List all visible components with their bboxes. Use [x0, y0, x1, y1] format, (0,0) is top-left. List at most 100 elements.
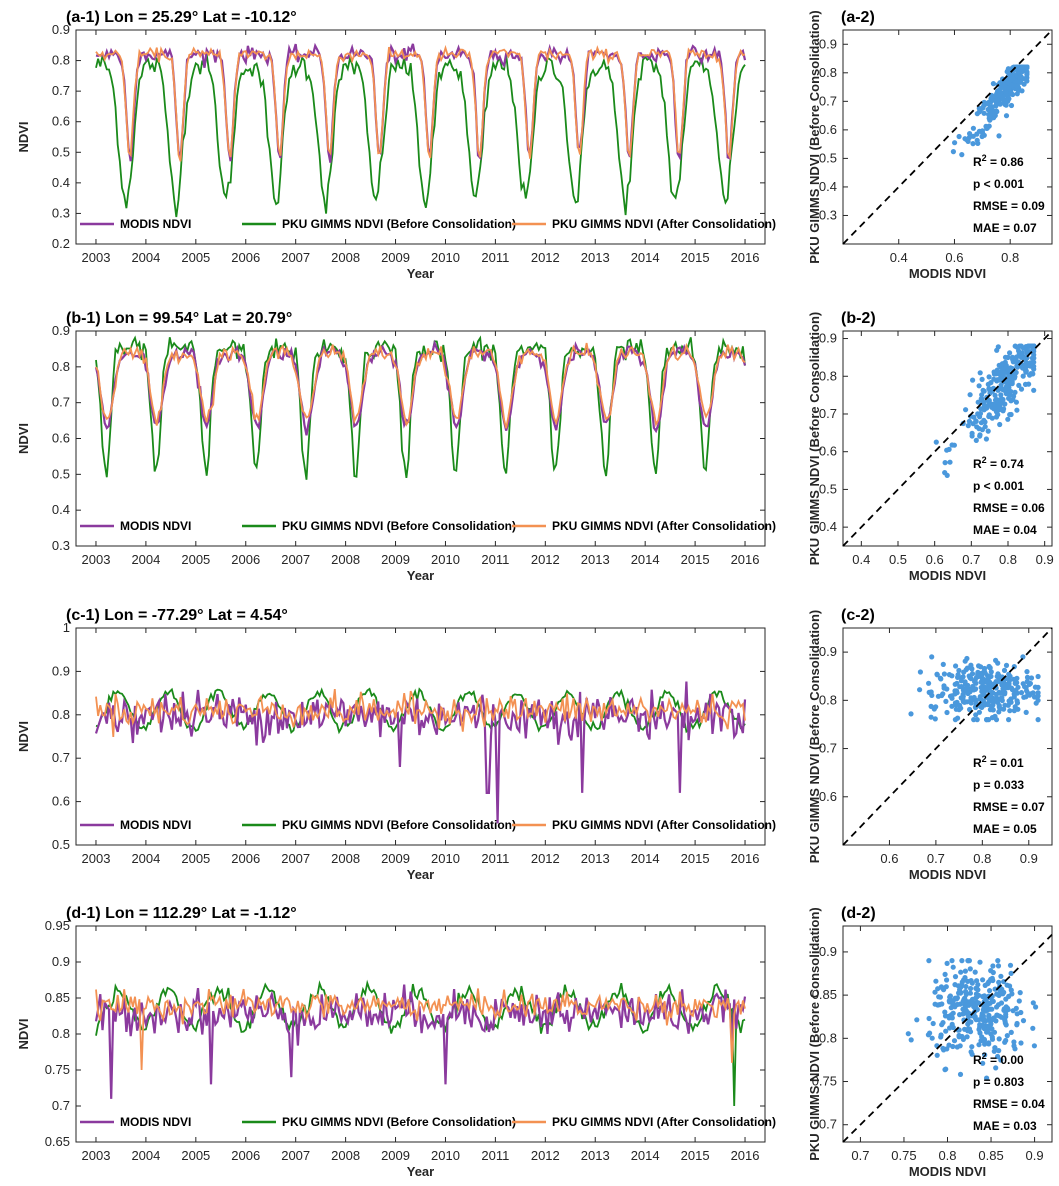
- scatter-point: [947, 693, 954, 699]
- scatter-point: [970, 125, 977, 131]
- scatter-point: [1009, 687, 1016, 693]
- scatter-point: [1011, 1039, 1017, 1045]
- y-tick-label: 0.7: [52, 750, 70, 765]
- scatter-point: [1009, 991, 1015, 997]
- panel-a1: 2003 2004 2005 2006 2007 2008 2009 2010 2011 2012…: [16, 9, 776, 281]
- scatter-point: [1011, 691, 1017, 697]
- one-to-one-line: [842, 29, 1053, 245]
- x-axis-label: MODIS NDVI: [909, 1164, 986, 1179]
- scatter-point: [1006, 717, 1012, 723]
- scatter-point: [963, 983, 969, 990]
- scatter-point: [1016, 79, 1022, 85]
- scatter-point: [1024, 347, 1030, 353]
- x-tick-label: 2011: [481, 1148, 509, 1163]
- scatter-point: [953, 663, 959, 669]
- scatter-point: [962, 658, 968, 664]
- scatter-point: [1008, 375, 1014, 381]
- scatter-point: [1014, 344, 1020, 350]
- scatter-point: [950, 1043, 956, 1050]
- scatter-point: [1012, 1046, 1018, 1052]
- scatter-point: [980, 1060, 986, 1066]
- scatter-point: [950, 149, 957, 155]
- scatter-point: [928, 689, 934, 695]
- scatter-point: [908, 1037, 914, 1043]
- scatter-point: [965, 690, 971, 697]
- x-tick-label: 2005: [181, 1148, 210, 1163]
- scatter-point: [941, 1047, 947, 1053]
- scatter-point: [1006, 677, 1012, 683]
- scatter-point: [975, 1000, 982, 1006]
- x-tick-label: 2012: [531, 250, 560, 265]
- stat-r2-symbol: R: [973, 155, 982, 169]
- scatter-point: [958, 684, 965, 690]
- x-tick-label: 0.5: [889, 552, 907, 567]
- x-tick-label: 0.7: [927, 851, 945, 866]
- x-tick-label: 2013: [581, 1148, 610, 1163]
- scatter-point: [959, 152, 965, 158]
- scatter-point: [980, 1022, 986, 1028]
- scatter-point: [944, 960, 950, 967]
- scatter-point: [983, 436, 990, 442]
- scatter-point: [954, 1044, 960, 1050]
- scatter-point: [1024, 71, 1030, 77]
- x-tick-label: 2010: [431, 552, 460, 567]
- x-axis-label: Year: [407, 867, 434, 882]
- scatter-point: [958, 969, 964, 975]
- y-tick-label: 0.6: [819, 444, 837, 459]
- scatter-point: [969, 1044, 975, 1050]
- scatter-point: [1015, 65, 1021, 71]
- scatter-point: [990, 81, 997, 87]
- one-to-one-line: [842, 627, 1053, 846]
- scatter-point: [1012, 680, 1018, 687]
- stat-r2-value: = 0.00: [987, 1053, 1024, 1067]
- y-tick-label: 0.5: [52, 144, 70, 159]
- scatter-point: [966, 418, 973, 424]
- y-tick-label: 0.8: [52, 1026, 70, 1041]
- scatter-point: [972, 677, 978, 683]
- x-tick-label: 0.8: [1001, 250, 1019, 265]
- scatter-point: [1023, 694, 1029, 700]
- scatter-point: [942, 971, 948, 978]
- scatter-point: [999, 367, 1006, 373]
- x-tick-label: 2003: [82, 250, 111, 265]
- scatter-point: [908, 711, 914, 717]
- scatter-point: [981, 692, 987, 698]
- panel-title: (d-2): [841, 905, 876, 922]
- y-tick-label: 0.3: [819, 207, 837, 222]
- scatter-point: [996, 133, 1002, 139]
- x-tick-label: 2005: [181, 851, 210, 866]
- x-tick-label: 0.7: [962, 552, 980, 567]
- scatter-point: [952, 140, 958, 146]
- scatter-point: [968, 675, 974, 681]
- scatter-point: [979, 376, 985, 382]
- scatter-point: [930, 1020, 936, 1027]
- stat-mae: MAE = 0.05: [973, 822, 1037, 836]
- scatter-point: [917, 687, 923, 693]
- y-tick-label: 0.7: [52, 83, 70, 98]
- panel-title: (b-2): [841, 310, 876, 327]
- panel-c1: 2003 2004 2005 2006 2007 2008 2009 2010 2011 2012…: [16, 607, 776, 882]
- scatter-point: [951, 1038, 958, 1044]
- scatter-point: [979, 392, 985, 398]
- scatter-point: [928, 714, 934, 720]
- scatter-point: [1011, 676, 1017, 682]
- y-tick-label: 0.5: [52, 466, 70, 481]
- x-tick-label: 0.8: [999, 552, 1017, 567]
- scatter-point: [1002, 354, 1009, 360]
- scatter-point: [947, 459, 953, 465]
- scatter-point: [973, 712, 979, 718]
- x-tick-label: 2004: [131, 250, 160, 265]
- legend-label-modis: MODIS NDVI: [120, 1115, 191, 1129]
- scatter-point: [929, 1035, 935, 1041]
- x-tick-label: 2014: [631, 851, 660, 866]
- scatter-point: [949, 958, 955, 964]
- y-tick-label: 0.9: [52, 663, 70, 678]
- scatter-point: [941, 683, 947, 689]
- scatter-point: [944, 709, 950, 716]
- scatter-point: [1022, 381, 1029, 387]
- scatter-point: [1003, 682, 1009, 688]
- x-tick-label: 2013: [581, 851, 610, 866]
- scatter-point: [1016, 998, 1022, 1004]
- scatter-point: [980, 387, 986, 393]
